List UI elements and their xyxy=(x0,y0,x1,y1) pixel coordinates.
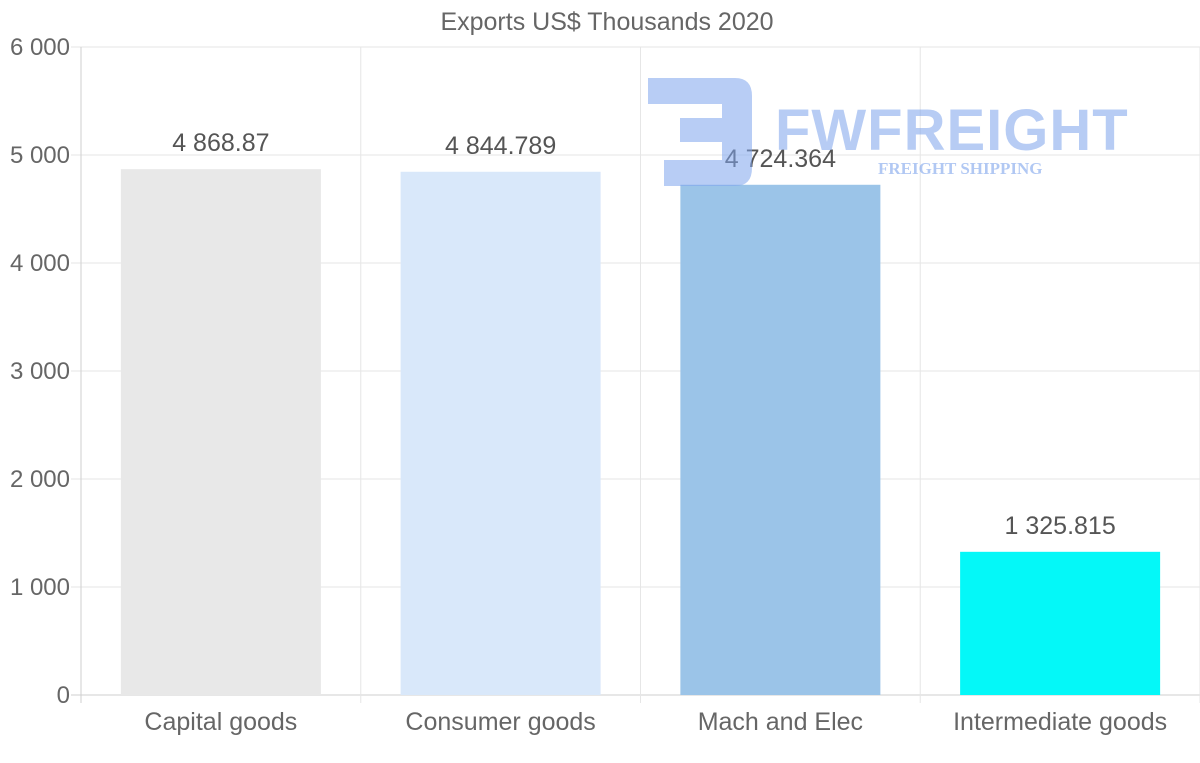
data-label: 4 868.87 xyxy=(172,129,269,157)
bar xyxy=(680,184,881,696)
y-tick-label: 6 000 xyxy=(10,34,70,61)
watermark-tagline: FREIGHT SHIPPING xyxy=(878,159,1043,178)
data-label: 4 844.789 xyxy=(445,132,556,160)
bar xyxy=(960,551,1161,695)
y-axis-ticks: 0 1 000 2 000 3 000 4 000 5 000 6 000 xyxy=(10,34,70,709)
y-tick-label: 2 000 xyxy=(10,466,70,493)
y-tick-label: 5 000 xyxy=(10,142,70,169)
x-category-label: Intermediate goods xyxy=(953,708,1167,736)
y-tick-label: 4 000 xyxy=(10,250,70,277)
watermark-brand: FWFREIGHT xyxy=(775,98,1129,163)
bar xyxy=(400,171,601,695)
x-category-label: Mach and Elec xyxy=(698,708,863,736)
x-axis-categories: Capital goods Consumer goods Mach and Elec… xyxy=(144,708,1167,736)
watermark: FWFREIGHT FREIGHT SHIPPING xyxy=(648,78,1129,186)
chart-title: Exports US$ Thousands 2020 xyxy=(440,8,773,36)
data-label: 1 325.815 xyxy=(1005,512,1116,540)
y-tick-label: 0 xyxy=(57,682,70,709)
bar xyxy=(120,169,321,695)
bars xyxy=(120,169,1161,696)
x-category-label: Capital goods xyxy=(144,708,297,736)
fw-logo-icon xyxy=(648,78,752,186)
y-tick-label: 3 000 xyxy=(10,358,70,385)
x-category-label: Consumer goods xyxy=(405,708,595,736)
y-tick-label: 1 000 xyxy=(10,574,70,601)
